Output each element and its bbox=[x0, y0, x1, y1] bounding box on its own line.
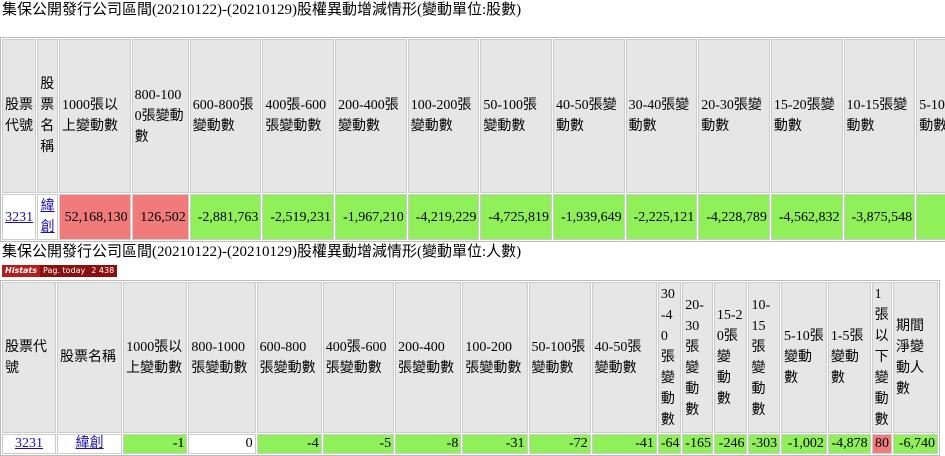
cell: 52,168,130 bbox=[59, 194, 131, 240]
column-header: 30-40張變動數 bbox=[625, 39, 698, 193]
cell: -72 bbox=[528, 434, 591, 454]
badge-brand: Histats bbox=[2, 265, 41, 277]
column-header: 30-40張變動數 bbox=[657, 282, 682, 433]
column-header: 40-50張變動數 bbox=[552, 39, 625, 193]
cell: -2,881,763 bbox=[189, 194, 262, 240]
column-header: 400張-600張變動數 bbox=[262, 39, 335, 193]
column-header: 5-10張變動數 bbox=[916, 39, 945, 193]
cell: -165 bbox=[682, 434, 713, 454]
cell: -1,967,210 bbox=[335, 194, 407, 240]
column-header: 股票代號 bbox=[2, 39, 37, 193]
holders-table: 股票代號 股票名稱 1000張以上變動數 800-1000張變動數 600-800張變動… bbox=[0, 280, 940, 456]
column-header: 1-5張變動數 bbox=[827, 282, 871, 433]
column-header: 50-100張變動數 bbox=[528, 282, 591, 433]
cell: -8 bbox=[395, 434, 462, 454]
column-header: 期間淨變動人數 bbox=[893, 282, 938, 433]
column-header: 50-100張變動數 bbox=[480, 39, 552, 193]
table-title: 集保公開發行公司區間(20210122)-(20210129)股權異動增減情形(… bbox=[2, 2, 522, 18]
cell: -2,519,231 bbox=[262, 194, 335, 240]
cell: -4,878 bbox=[827, 434, 871, 454]
column-header: 40-50張變動數 bbox=[591, 282, 657, 433]
cell: -2,225,121 bbox=[625, 194, 698, 240]
cell: -4,725,819 bbox=[480, 194, 552, 240]
badge-label: Pag. today bbox=[43, 266, 86, 275]
cell: -64 bbox=[657, 434, 682, 454]
column-header: 20-30張變動數 bbox=[682, 282, 713, 433]
column-header: 200-400張變動數 bbox=[335, 39, 407, 193]
cell: -3,875,548 bbox=[843, 194, 916, 240]
cell: 0 bbox=[188, 434, 256, 454]
cell: 緯創 bbox=[37, 194, 59, 240]
column-header: 10-15張變動數 bbox=[843, 39, 916, 193]
cell: -4,228,789 bbox=[698, 194, 770, 240]
column-header: 1000張以上變動數 bbox=[59, 39, 131, 193]
column-header: 15-20張變動數 bbox=[713, 282, 748, 433]
cell: -4 bbox=[256, 434, 322, 454]
cell: -41 bbox=[591, 434, 657, 454]
header-row: 股票代號 股票名稱 1000張以上變動數 800-1000張變動數 600-800張變動… bbox=[2, 39, 945, 193]
cell: 3231 bbox=[2, 434, 56, 454]
column-header: 100-200張變動數 bbox=[407, 39, 480, 193]
stock-code-link[interactable]: 3231 bbox=[5, 209, 34, 225]
cell: -7,826, bbox=[916, 194, 945, 240]
cell: -5 bbox=[322, 434, 395, 454]
cell: 80 bbox=[871, 434, 893, 454]
column-header: 15-20張變動數 bbox=[770, 39, 843, 193]
column-header: 100-200張變動數 bbox=[462, 282, 528, 433]
cell: -303 bbox=[748, 434, 781, 454]
cell: -4,562,832 bbox=[770, 194, 843, 240]
data-row: 3231 緯創 52,168,130 126,502 -2,881,763 -2,519,… bbox=[2, 194, 945, 240]
cell: 126,502 bbox=[131, 194, 189, 240]
column-header: 5-10張變動數 bbox=[781, 282, 827, 433]
cell: -6,740 bbox=[893, 434, 938, 454]
column-header: 股票代號 bbox=[2, 282, 56, 433]
column-header: 1000張以上變動數 bbox=[123, 282, 188, 433]
header-row: 股票代號 股票名稱 1000張以上變動數 800-1000張變動數 600-800張變動… bbox=[2, 282, 938, 433]
column-header: 20-30張變動數 bbox=[698, 39, 770, 193]
shares-table: 股票代號 股票名稱 1000張以上變動數 800-1000張變動數 600-800張變動… bbox=[0, 37, 945, 242]
column-header: 400張-600張變動數 bbox=[322, 282, 395, 433]
data-row: 3231 緯創 -1 0 -4 -5 -8 -31 -72 -41 -64 -165 -246 -303-… bbox=[2, 434, 938, 454]
column-header: 800-1000張變動數 bbox=[188, 282, 256, 433]
table-title: 集保公開發行公司區間(20210122)-(20210129)股權異動增減情形(… bbox=[2, 244, 522, 260]
cell: -1,002 bbox=[781, 434, 827, 454]
stock-name-link[interactable]: 緯創 bbox=[40, 199, 55, 235]
column-header: 800-1000張變動數 bbox=[131, 39, 189, 193]
column-header: 200-400張變動數 bbox=[395, 282, 462, 433]
column-header: 10-15張變動數 bbox=[748, 282, 781, 433]
counter-badge[interactable]: Histats Pag. today 2 438 bbox=[2, 265, 118, 277]
stock-name-link[interactable]: 緯創 bbox=[75, 436, 104, 451]
table-wrap: 股票代號 股票名稱 1000張以上變動數 800-1000張變動數 600-800張變動… bbox=[0, 37, 945, 242]
column-header: 1張以下變動數 bbox=[871, 282, 893, 433]
cell: -31 bbox=[462, 434, 528, 454]
cell: 緯創 bbox=[56, 434, 123, 454]
column-header: 股票名稱 bbox=[56, 282, 123, 433]
cell: -1,939,649 bbox=[552, 194, 625, 240]
cell: -1 bbox=[123, 434, 188, 454]
badge-count: 2 438 bbox=[91, 266, 115, 275]
column-header: 600-800張變動數 bbox=[189, 39, 262, 193]
cell: -4,219,229 bbox=[407, 194, 480, 240]
cell: 3231 bbox=[2, 194, 37, 240]
column-header: 600-800張變動數 bbox=[256, 282, 322, 433]
cell: -246 bbox=[713, 434, 748, 454]
column-header: 股票名稱 bbox=[37, 39, 59, 193]
stock-code-link[interactable]: 3231 bbox=[14, 436, 43, 451]
